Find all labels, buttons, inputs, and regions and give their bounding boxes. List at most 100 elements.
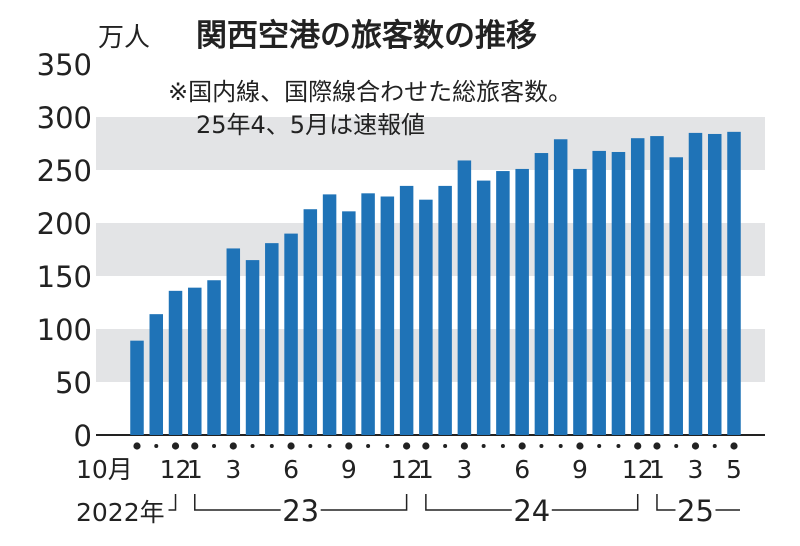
x-tick-dot — [327, 444, 332, 448]
x-tick-dot — [250, 444, 255, 448]
bar — [534, 153, 549, 436]
bar — [226, 248, 241, 435]
bar — [727, 131, 741, 435]
x-tick-dot — [212, 444, 217, 448]
year-bracket — [551, 494, 639, 511]
bar — [245, 260, 260, 435]
bar-series — [130, 131, 741, 436]
year-groups: 2022年 23 24 25 — [76, 494, 740, 528]
x-tick-label: 9 — [341, 455, 357, 484]
y-tick-label: 200 — [37, 207, 92, 241]
x-tick-dot — [653, 442, 661, 450]
year-label: 24 — [513, 494, 550, 528]
bar — [457, 160, 472, 435]
bar — [284, 233, 298, 435]
x-tick-dot — [558, 444, 563, 448]
bar — [361, 193, 375, 435]
x-tick-dot — [366, 444, 371, 448]
bar — [650, 136, 664, 435]
bar — [399, 185, 414, 435]
x-tick-dot — [691, 442, 700, 450]
x-tick-dot — [287, 442, 295, 450]
unit-label: 万人 — [98, 23, 150, 53]
bar — [669, 157, 683, 435]
x-tick-label: 3 — [688, 455, 704, 484]
x-tick-dot — [616, 444, 621, 448]
y-tick-label: 350 — [37, 48, 92, 82]
x-tick-label: 12 — [391, 455, 423, 484]
x-tick-dot — [443, 444, 448, 448]
note-line-1: ※国内線、国際線合わせた総旅客数。 — [168, 78, 572, 106]
y-tick-label: 0 — [74, 419, 92, 453]
y-tick-label: 300 — [37, 101, 92, 135]
bar — [380, 196, 395, 435]
y-tick-label: 150 — [37, 260, 92, 294]
x-tick-label: 6 — [514, 455, 530, 484]
x-tick-dot — [539, 444, 544, 448]
x-tick-dot — [576, 442, 584, 450]
x-tick-dot — [460, 442, 468, 450]
x-tick-dot — [133, 442, 141, 450]
year-label: 2022年 — [76, 498, 165, 527]
bar — [553, 139, 568, 435]
x-tick-label: 1 — [649, 455, 665, 484]
x-tick-dot — [191, 442, 199, 450]
x-tick-label: 12 — [622, 455, 654, 484]
bar — [322, 194, 337, 435]
x-tick-dot — [597, 444, 602, 448]
x-tick-label: 3 — [225, 455, 241, 484]
x-tick-dot — [712, 444, 717, 448]
x-tick-dot — [171, 442, 180, 450]
y-tick-label: 250 — [37, 154, 92, 188]
x-tick-dot — [674, 444, 679, 448]
bar — [438, 185, 452, 435]
x-tick-dot — [422, 442, 430, 450]
x-tick-label: 6 — [283, 455, 299, 484]
x-tick-dot — [730, 442, 738, 450]
year-label: 23 — [282, 494, 319, 528]
x-tick-dot — [481, 444, 486, 448]
bar — [496, 171, 510, 435]
bar — [168, 290, 183, 435]
x-tick-label: 3 — [456, 455, 472, 484]
year-label: 25 — [677, 494, 714, 528]
bar — [419, 199, 433, 435]
bar — [303, 209, 318, 435]
bar — [342, 211, 356, 435]
x-tick-label: 12 — [160, 455, 192, 484]
x-tick-dot — [269, 444, 274, 448]
year-bracket — [425, 494, 512, 511]
x-tick-dot — [229, 442, 237, 450]
x-tick-label: 10月 — [76, 455, 133, 484]
bar — [592, 150, 606, 436]
x-tick-dot — [403, 442, 411, 450]
x-tick-dot — [345, 442, 353, 450]
bar — [188, 287, 202, 435]
y-tick-label: 50 — [55, 366, 92, 400]
x-tick-dot — [154, 444, 159, 448]
x-tick-label: 5 — [726, 455, 742, 484]
bar — [688, 132, 703, 435]
bar — [476, 180, 491, 435]
x-tick-dot — [308, 444, 313, 448]
x-tick-dot — [518, 442, 526, 450]
chart-title: 関西空港の旅客数の推移 — [196, 18, 537, 54]
x-tick-dot — [385, 444, 390, 448]
x-axis-dots — [133, 442, 738, 450]
x-tick-dot — [634, 442, 642, 450]
note-line-2: 25年4、5月は速報値 — [196, 111, 425, 139]
bar — [130, 340, 144, 435]
x-axis-labels: 10月 121 3 6 9 121 3 6 9 121 3 5 — [76, 455, 742, 484]
y-axis-ticks: 0 50 100 150 200 250 300 350 — [37, 48, 92, 453]
bar — [207, 280, 221, 435]
bar — [707, 133, 722, 435]
bar — [630, 138, 645, 435]
x-tick-dot — [500, 444, 505, 448]
bar — [515, 168, 529, 435]
year-bracket — [168, 494, 177, 511]
x-tick-label: 9 — [572, 455, 588, 484]
x-tick-label: 1 — [418, 455, 434, 484]
bar — [265, 243, 279, 435]
y-tick-label: 100 — [37, 313, 92, 347]
